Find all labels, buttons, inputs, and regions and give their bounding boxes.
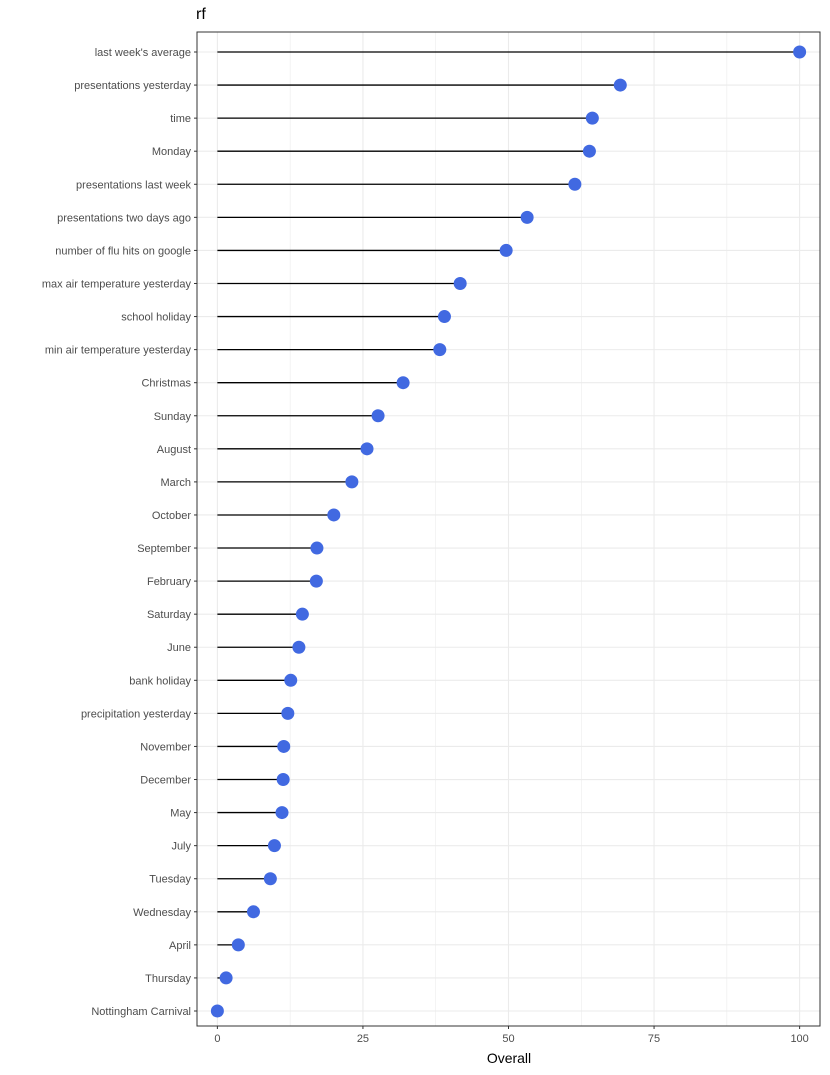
y-tick-label: presentations two days ago <box>57 212 191 224</box>
data-point <box>520 210 534 224</box>
data-point <box>396 376 410 390</box>
data-point <box>231 938 245 952</box>
data-point <box>275 806 289 820</box>
y-tick-label: November <box>140 741 191 753</box>
y-tick-label: February <box>147 576 192 588</box>
data-point <box>292 640 306 654</box>
data-point <box>453 276 467 290</box>
data-point <box>568 177 582 191</box>
data-point <box>345 475 359 489</box>
y-tick-label: school holiday <box>121 312 191 324</box>
y-tick-label: bank holiday <box>129 675 191 687</box>
stems <box>217 51 800 979</box>
x-tick-label: 25 <box>357 1033 369 1045</box>
data-point <box>281 706 295 720</box>
data-point <box>263 872 277 886</box>
x-tick-label: 100 <box>790 1033 808 1045</box>
y-tick-label: presentations last week <box>76 179 191 191</box>
y-tick-label: Monday <box>152 146 192 158</box>
data-point <box>582 144 596 158</box>
data-point <box>295 607 309 621</box>
data-point <box>267 839 281 853</box>
points <box>210 45 807 1018</box>
x-axis-title: Overall <box>487 1050 531 1066</box>
y-axis: last week's average presentations yesterd… <box>42 47 197 1018</box>
data-point <box>219 971 233 985</box>
y-tick-label: precipitation yesterday <box>81 708 192 720</box>
data-point <box>360 442 374 456</box>
y-tick-label: presentations yesterday <box>74 80 191 92</box>
y-tick-label: number of flu hits on google <box>55 245 191 257</box>
chart-title: rf <box>196 6 206 23</box>
data-point <box>246 905 260 919</box>
y-tick-label: May <box>170 808 191 820</box>
y-tick-label: June <box>167 642 191 654</box>
y-tick-label: Thursday <box>145 973 191 985</box>
data-point <box>277 739 291 753</box>
x-tick-label: 0 <box>214 1033 220 1045</box>
y-tick-label: September <box>137 543 191 555</box>
data-point <box>613 78 627 92</box>
data-point <box>327 508 341 522</box>
y-tick-label: max air temperature yesterday <box>42 278 192 290</box>
y-tick-label: August <box>157 444 191 456</box>
y-tick-label: Wednesday <box>133 907 191 919</box>
y-tick-label: min air temperature yesterday <box>45 345 192 357</box>
y-tick-label: July <box>171 841 191 853</box>
y-tick-label: December <box>140 775 191 787</box>
data-point <box>309 574 323 588</box>
data-point <box>310 541 324 555</box>
y-tick-label: April <box>169 940 191 952</box>
data-point <box>793 45 807 59</box>
data-point <box>433 343 447 357</box>
x-axis: 0 25 50 75 100 <box>214 1026 809 1045</box>
y-tick-label: last week's average <box>95 47 191 59</box>
y-tick-label: Sunday <box>154 411 192 423</box>
y-tick-label: Saturday <box>147 609 192 621</box>
x-tick-label: 50 <box>502 1033 514 1045</box>
data-point <box>437 310 451 324</box>
data-point <box>284 673 298 687</box>
y-tick-label: October <box>152 510 191 522</box>
y-tick-label: March <box>160 477 191 489</box>
data-point <box>276 773 290 787</box>
data-point <box>210 1004 224 1018</box>
data-point <box>371 409 385 423</box>
y-tick-label: Tuesday <box>149 874 191 886</box>
x-tick-label: 75 <box>648 1033 660 1045</box>
y-tick-label: Christmas <box>141 378 191 390</box>
y-tick-label: time <box>170 113 191 125</box>
y-tick-label: Nottingham Carnival <box>91 1006 191 1018</box>
data-point <box>499 243 513 257</box>
grid <box>197 32 820 1026</box>
data-point <box>585 111 599 125</box>
